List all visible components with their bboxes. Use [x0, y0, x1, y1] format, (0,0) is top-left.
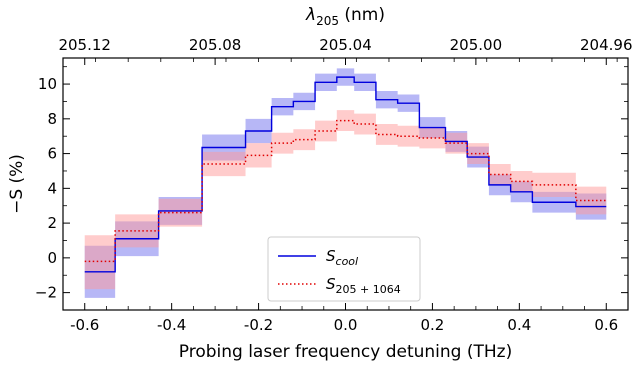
top-tick-label-3: 205.00 [450, 36, 503, 54]
top-tick-label-2: 205.04 [319, 36, 372, 54]
band-series-1 [84, 110, 607, 290]
top-axis-label: λ205 (nm) [305, 5, 385, 28]
series-lines [84, 76, 607, 273]
x-tick-label-3: 0.0 [334, 316, 358, 334]
axis-ticks [62, 58, 629, 311]
y-tick-label-5: 8 [47, 110, 57, 128]
y-tick-label-3: 4 [47, 179, 57, 197]
legend-entry-s-cool-subscript: cool [336, 255, 359, 268]
x-tick-label-5: 0.4 [507, 316, 531, 334]
plot-frame [62, 57, 629, 311]
line-series-1 [84, 119, 607, 263]
legend: Scool S205 + 1064 [267, 236, 421, 302]
top-axis-label-subscript: 205 [316, 14, 339, 28]
y-tick-label-6: 10 [38, 75, 57, 93]
x-tick-label-2: -0.2 [244, 316, 273, 334]
x-tick-label-1: -0.4 [157, 316, 186, 334]
line-series-0 [84, 76, 607, 273]
top-tick-label-0: 205.12 [58, 36, 111, 54]
x-axis-label: Probing laser frequency detuning (THz) [179, 342, 512, 362]
y-tick-label-1: 0 [47, 249, 57, 267]
x-tick-label-4: 0.2 [420, 316, 444, 334]
y-axis-label: −S (%) [7, 154, 27, 214]
legend-entry-s-cool: Scool [326, 247, 358, 268]
top-tick-label-1: 205.08 [189, 36, 242, 54]
legend-entry-s-205-1064-subscript: 205 + 1064 [336, 283, 401, 296]
legend-entry-s-205-1064: S205 + 1064 [326, 275, 401, 296]
legend-box [267, 236, 421, 302]
y-tick-label-0: −2 [35, 284, 57, 302]
top-axis-label-symbol: λ [305, 5, 316, 25]
y-tick-label-2: 2 [47, 214, 57, 232]
x-tick-label-0: -0.6 [70, 316, 99, 334]
legend-entry-s-cool-main: S [326, 247, 336, 265]
tick-labels: -0.6 -0.4 -0.2 0.0 0.2 0.4 0.6 −2 0 2 4 6 8 10 205.12 2… [35, 36, 633, 334]
legend-entry-s-205-1064-main: S [326, 275, 336, 293]
top-tick-label-4: 204.96 [580, 36, 633, 54]
y-tick-label-4: 6 [47, 145, 57, 163]
uncertainty-bands [84, 68, 607, 298]
top-axis-label-unit: (nm) [339, 5, 385, 25]
x-tick-label-6: 0.6 [594, 316, 618, 334]
